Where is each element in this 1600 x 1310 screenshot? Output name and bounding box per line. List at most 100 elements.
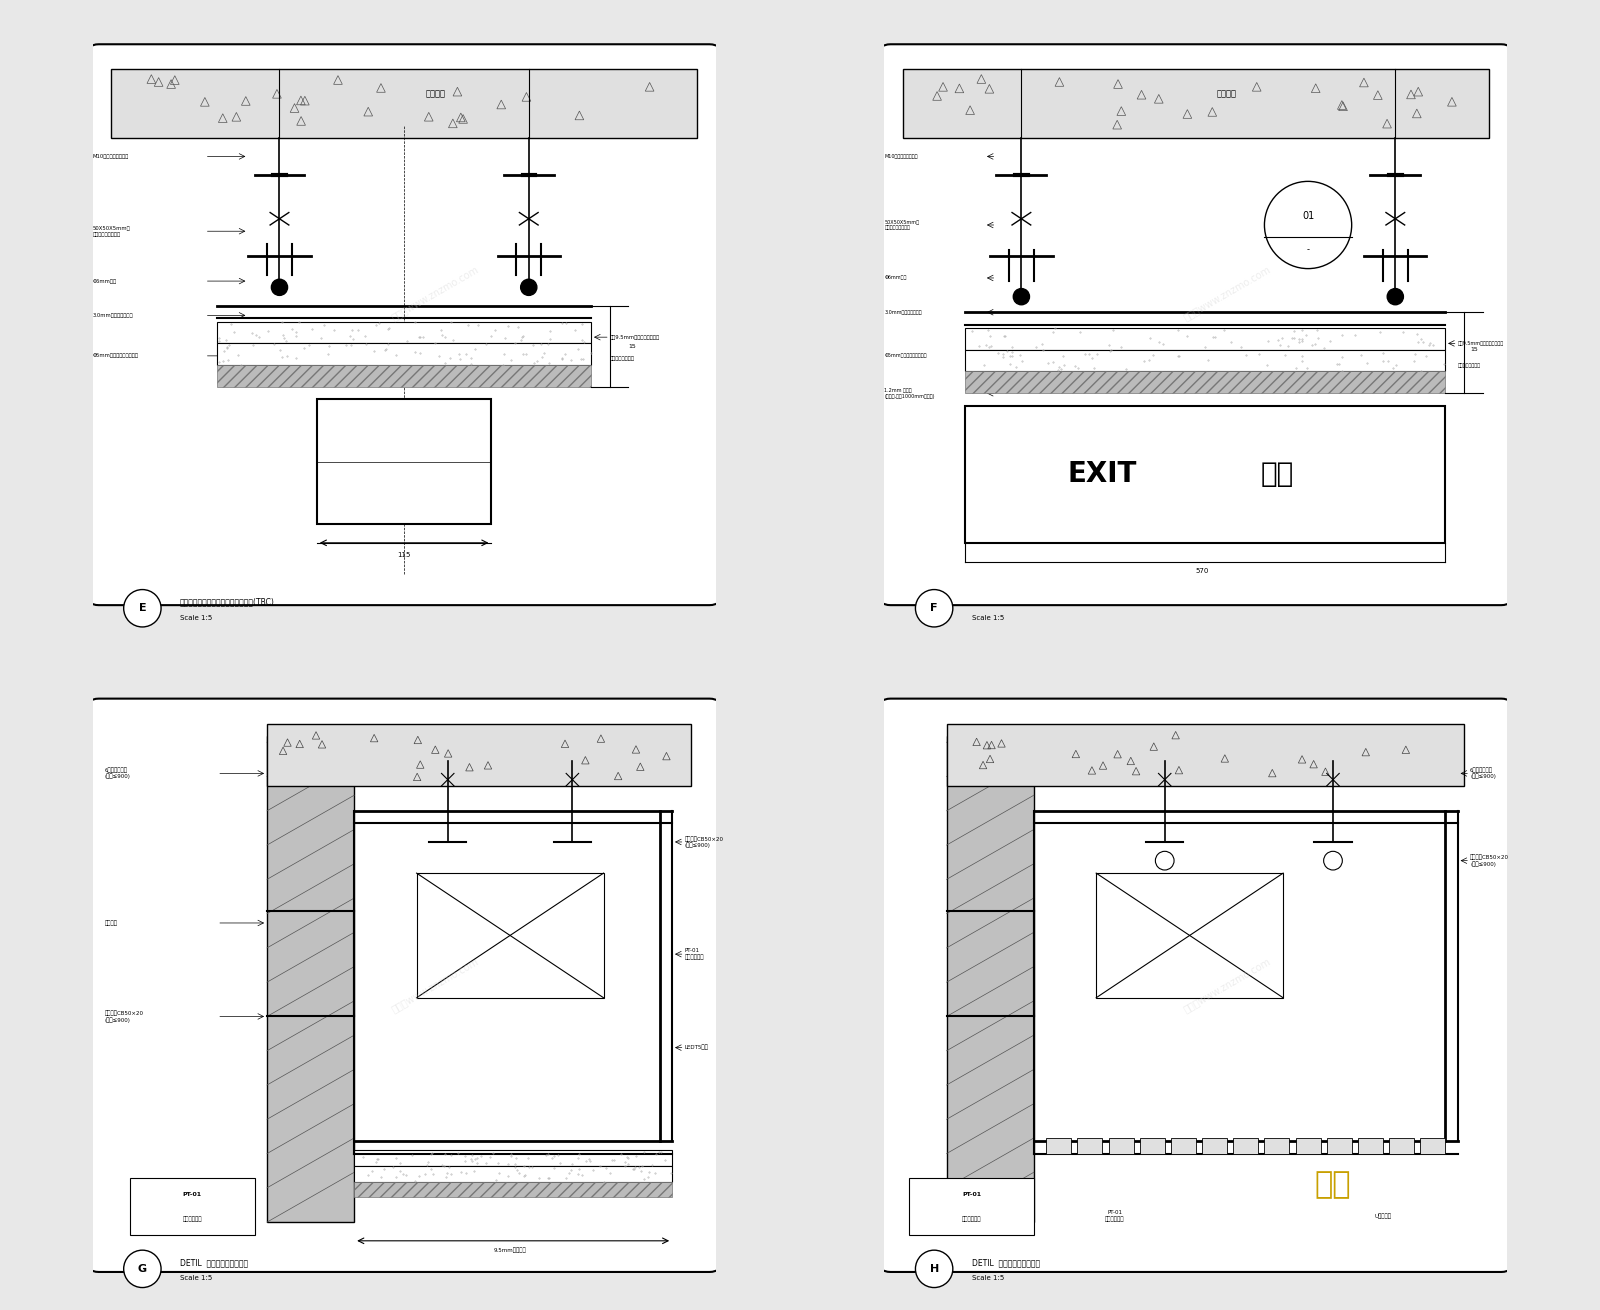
Bar <box>1389 1138 1414 1154</box>
FancyBboxPatch shape <box>86 698 722 1272</box>
Circle shape <box>123 1250 162 1288</box>
Bar <box>1326 1138 1352 1154</box>
Text: Φ5mm抽芯铆钉（不锈钢）: Φ5mm抽芯铆钉（不锈钢） <box>885 354 926 359</box>
Bar <box>1202 1138 1227 1154</box>
Bar <box>965 328 1445 350</box>
Text: PT-01
白色无机涂料: PT-01 白色无机涂料 <box>685 948 704 960</box>
Bar <box>1421 1138 1445 1154</box>
Bar <box>130 1179 254 1234</box>
Bar <box>1171 1138 1195 1154</box>
Text: 知末网www.znzmo.com: 知末网www.znzmo.com <box>1182 956 1272 1014</box>
Bar <box>354 1182 672 1197</box>
Bar <box>218 321 590 343</box>
FancyBboxPatch shape <box>878 698 1514 1272</box>
Circle shape <box>1013 288 1029 305</box>
Circle shape <box>1323 852 1342 870</box>
Bar <box>317 400 491 524</box>
Text: 知末: 知末 <box>1315 1170 1352 1199</box>
Text: 15: 15 <box>629 345 637 348</box>
Text: 出口: 出口 <box>1261 460 1293 489</box>
Text: DETIL  天花灯光槽通用详图: DETIL 天花灯光槽通用详图 <box>971 1258 1040 1267</box>
Text: 双层9.5mm厚纸面石膏板面板: 双层9.5mm厚纸面石膏板面板 <box>610 334 659 339</box>
Bar <box>354 1166 672 1182</box>
Text: 3.0mm吊件（镀锌钢）: 3.0mm吊件（镀锌钢） <box>93 313 133 318</box>
Circle shape <box>1155 852 1174 870</box>
Text: 白色无机涂料: 白色无机涂料 <box>962 1216 981 1222</box>
Text: Φ6mm吊杆: Φ6mm吊杆 <box>885 275 907 280</box>
Text: H: H <box>930 1264 939 1273</box>
Bar <box>1077 1138 1102 1154</box>
Text: Φ6mm吊杆: Φ6mm吊杆 <box>93 279 117 283</box>
Bar <box>947 736 1034 1222</box>
Text: 双层9.5mm厚纸面石膏板面板: 双层9.5mm厚纸面石膏板面板 <box>1458 341 1504 346</box>
Text: Φ5mm抽芯铆钉（不锈钢）: Φ5mm抽芯铆钉（不锈钢） <box>93 354 139 359</box>
Circle shape <box>915 1250 954 1288</box>
Text: Scale 1:5: Scale 1:5 <box>179 614 213 621</box>
Text: 01: 01 <box>1302 211 1314 220</box>
Bar <box>1264 1138 1290 1154</box>
FancyBboxPatch shape <box>878 45 1514 605</box>
Circle shape <box>1387 288 1403 305</box>
Text: 轻钢龙骨: 轻钢龙骨 <box>106 920 118 926</box>
Text: PT-01: PT-01 <box>182 1192 202 1196</box>
Text: 3.0mm吊件（镀锌钢）: 3.0mm吊件（镀锌钢） <box>885 309 922 314</box>
Text: 白色无机涂料饰面: 白色无机涂料饰面 <box>610 356 635 362</box>
Text: PT-01: PT-01 <box>962 1192 981 1196</box>
Text: M10膨胀螺栓（镀锌）: M10膨胀螺栓（镀锌） <box>93 155 128 159</box>
Bar <box>1139 1138 1165 1154</box>
Text: 现有楼板: 现有楼板 <box>1218 89 1237 98</box>
Text: 6升降钢筋吊杆
(间距≤900): 6升降钢筋吊杆 (间距≤900) <box>1470 768 1496 779</box>
Text: Scale 1:5: Scale 1:5 <box>971 1275 1003 1281</box>
Text: 50X50X5mm厚
镀锌吊钢（反支撑）: 50X50X5mm厚 镀锌吊钢（反支撑） <box>93 225 130 237</box>
Text: 570: 570 <box>1195 567 1210 574</box>
Text: -: - <box>1307 245 1309 254</box>
Bar <box>965 372 1445 393</box>
Bar <box>1046 1138 1072 1154</box>
Circle shape <box>915 590 954 627</box>
Bar <box>1234 1138 1258 1154</box>
Bar <box>909 1179 1034 1234</box>
Circle shape <box>520 279 538 296</box>
Text: 15: 15 <box>1470 347 1478 352</box>
Text: 9.5mm厚石膏板: 9.5mm厚石膏板 <box>494 1247 526 1252</box>
Bar <box>1358 1138 1382 1154</box>
Bar <box>1296 1138 1320 1154</box>
Text: 标准石膏板天花安全出口标志剖面图(TBC): 标准石膏板天花安全出口标志剖面图(TBC) <box>179 597 275 607</box>
Bar <box>218 365 590 386</box>
Text: M10膨胀螺栓（镀锌）: M10膨胀螺栓（镀锌） <box>885 155 918 159</box>
Bar <box>267 723 691 786</box>
Text: 白色无机涂料: 白色无机涂料 <box>182 1216 202 1222</box>
Bar <box>218 343 590 365</box>
FancyBboxPatch shape <box>86 45 722 605</box>
Circle shape <box>272 279 288 296</box>
Text: EXIT: EXIT <box>1067 460 1138 489</box>
Text: 知末网www.znzmo.com: 知末网www.znzmo.com <box>390 265 480 322</box>
Text: 承载龙骨CB50×20
(间距≤900): 承载龙骨CB50×20 (间距≤900) <box>106 1010 144 1023</box>
Text: 白色无机涂料饰面: 白色无机涂料饰面 <box>1458 363 1480 368</box>
Text: DETIL  天花灯光槽通用详图: DETIL 天花灯光槽通用详图 <box>179 1258 248 1267</box>
Text: 知末网www.znzmo.com: 知末网www.znzmo.com <box>1182 265 1272 322</box>
Bar <box>947 723 1464 786</box>
Text: 疏散出口标志: 疏散出口标志 <box>392 508 418 515</box>
Text: 6升降钢筋吊杆
(间距≤900): 6升降钢筋吊杆 (间距≤900) <box>106 768 131 779</box>
Circle shape <box>123 590 162 627</box>
Text: 现有楼板: 现有楼板 <box>426 89 445 98</box>
Text: 承载龙骨CB50×20
(间距≤900): 承载龙骨CB50×20 (间距≤900) <box>1470 854 1509 867</box>
Circle shape <box>1264 181 1352 269</box>
Text: PT-01
白色无机涂料: PT-01 白色无机涂料 <box>1106 1210 1125 1222</box>
Text: F: F <box>930 604 938 613</box>
Bar <box>416 874 603 998</box>
Text: U型铝天花: U型铝天花 <box>1374 1213 1392 1218</box>
Bar <box>354 1150 672 1166</box>
Bar <box>1109 1138 1133 1154</box>
Text: 1.2mm 主龙骨
(镀锌钢,最小1000mm中至中): 1.2mm 主龙骨 (镀锌钢,最小1000mm中至中) <box>885 388 934 398</box>
Text: 承载龙骨CB50×20
(间距≤900): 承载龙骨CB50×20 (间距≤900) <box>685 836 723 848</box>
Text: LEDT5灯管: LEDT5灯管 <box>685 1045 709 1051</box>
Bar <box>965 350 1445 372</box>
Text: G: G <box>138 1264 147 1273</box>
Text: Scale 1:5: Scale 1:5 <box>179 1275 213 1281</box>
Bar <box>267 736 354 1222</box>
Text: 50X50X5mm厚
镀锌吊钢（反支撑）: 50X50X5mm厚 镀锌吊钢（反支撑） <box>885 220 920 231</box>
Bar <box>112 69 698 138</box>
Text: 115: 115 <box>397 553 411 558</box>
